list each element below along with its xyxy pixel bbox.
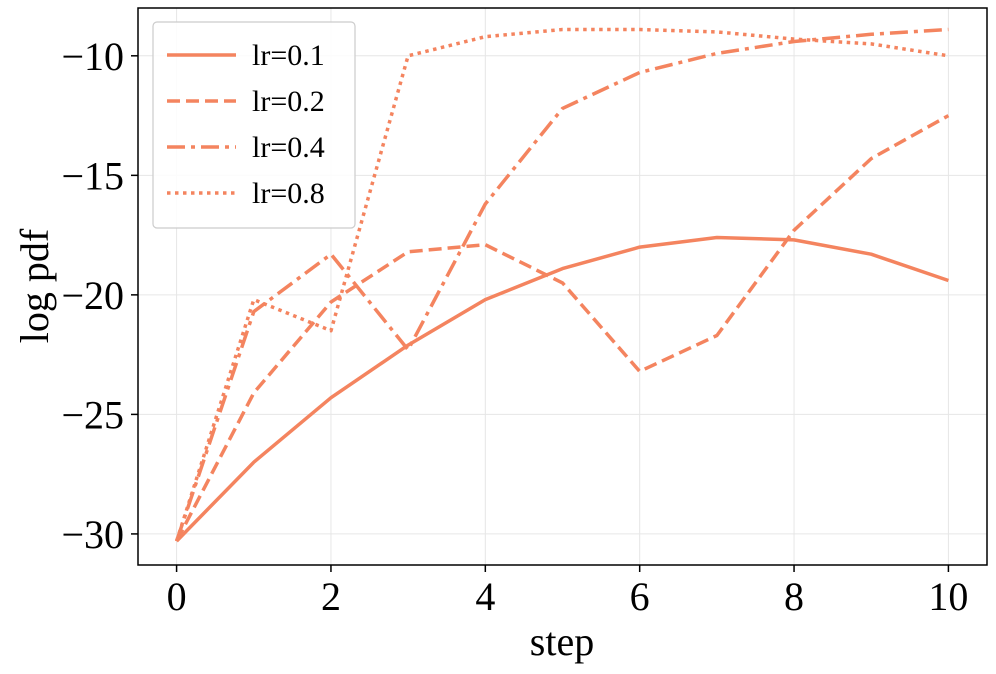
x-tick-label: 4 bbox=[475, 574, 495, 619]
tick-labels: 0 2 4 6 8 10 −30 −25 −20 −15 −10 bbox=[61, 34, 968, 619]
legend-label: lr=0.2 bbox=[252, 85, 325, 118]
x-tick-label: 8 bbox=[784, 574, 804, 619]
series-lines bbox=[174, 27, 950, 543]
y-tick-label: −25 bbox=[61, 392, 124, 437]
series-line-solid bbox=[175, 235, 949, 543]
legend: lr=0.1 lr=0.2 lr=0.4 lr=0.8 bbox=[152, 21, 356, 229]
x-axis-label: step bbox=[530, 619, 594, 664]
x-tick-label: 6 bbox=[630, 574, 650, 619]
series-line-dashed bbox=[175, 114, 950, 542]
y-axis-label: log pdf bbox=[12, 228, 57, 343]
y-tick-label: −20 bbox=[61, 273, 124, 318]
plot-frame bbox=[137, 7, 988, 566]
y-tick-label: −10 bbox=[61, 34, 124, 79]
series-line-dashdot bbox=[174, 27, 949, 542]
x-tick-label: 2 bbox=[321, 574, 341, 619]
axis-ticks bbox=[131, 55, 950, 572]
legend-label: lr=0.1 bbox=[252, 39, 325, 72]
legend-label: lr=0.8 bbox=[252, 177, 325, 210]
y-tick-label: −30 bbox=[61, 512, 124, 557]
x-tick-label: 0 bbox=[167, 574, 187, 619]
x-tick-label: 10 bbox=[928, 574, 968, 619]
legend-label: lr=0.4 bbox=[252, 131, 325, 164]
series-line-dotted bbox=[174, 27, 949, 542]
y-tick-label: −15 bbox=[61, 153, 124, 198]
legend-frame bbox=[152, 21, 356, 229]
